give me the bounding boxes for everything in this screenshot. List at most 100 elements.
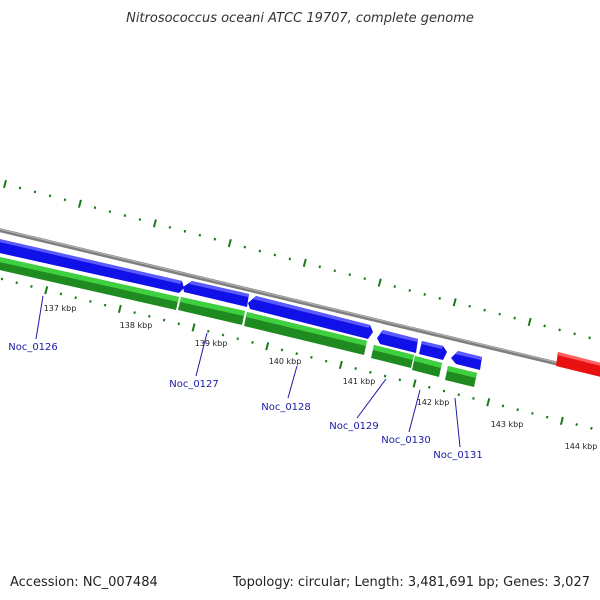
minor-tick — [573, 332, 576, 336]
minor-tick — [18, 186, 22, 190]
minor-tick — [531, 411, 534, 415]
minor-tick — [258, 249, 262, 253]
inner-tick-ring — [0, 277, 593, 430]
map-title: Nitrosococcus oceani ATCC 19707, complet… — [126, 11, 474, 26]
major-tick — [3, 179, 7, 189]
scale-label: 140 kbp — [269, 357, 302, 366]
minor-tick — [295, 352, 298, 356]
gene-bar-noc-0126-light — [0, 257, 179, 302]
minor-tick — [138, 218, 142, 221]
minor-tick — [251, 341, 254, 344]
minor-tick — [59, 292, 63, 296]
scale-label: 138 kbp — [120, 321, 153, 330]
minor-tick — [273, 253, 277, 257]
scale-label: 137 kbp — [44, 304, 77, 313]
leader-line — [195, 332, 208, 377]
scale-labels: 137 kbp 138 kbp 139 kbp 140 kbp 141 kbp … — [44, 304, 598, 451]
minor-tick — [108, 210, 112, 214]
minor-tick — [457, 393, 461, 397]
major-tick — [191, 323, 196, 332]
minor-tick — [333, 269, 337, 273]
minor-tick — [383, 374, 387, 378]
leader-line — [35, 295, 44, 340]
minor-tick — [93, 206, 97, 210]
minor-tick — [423, 293, 426, 296]
scale-label: 139 kbp — [195, 339, 228, 348]
minor-tick — [15, 281, 18, 285]
cds-arrow-noc-0126-top — [0, 239, 182, 284]
leader-line — [287, 365, 298, 399]
gene-label-noc-0127[interactable]: Noc_0127 — [169, 379, 219, 390]
gene-bar-noc-0130-light — [414, 356, 442, 368]
minor-tick — [545, 415, 549, 419]
genome-backbone-highlight — [0, 228, 600, 374]
leader-line — [454, 397, 461, 448]
gene-label-noc-0129[interactable]: Noc_0129 — [329, 421, 379, 432]
scale-label: 144 kbp — [565, 442, 598, 451]
cds-arrow-noc-0130-top — [421, 341, 443, 349]
minor-tick — [221, 333, 225, 337]
cds-arrow-noc-0128-top — [253, 296, 370, 328]
minor-tick — [472, 397, 475, 400]
minor-tick — [168, 225, 172, 229]
scale-label: 141 kbp — [343, 377, 376, 386]
major-tick — [302, 258, 307, 267]
gene-track — [0, 257, 477, 387]
feature-red-top — [557, 352, 600, 366]
minor-tick — [498, 312, 501, 316]
major-tick — [452, 298, 457, 307]
major-tick — [377, 278, 382, 287]
minor-tick — [438, 296, 441, 300]
minor-tick — [48, 194, 52, 198]
minor-tick — [236, 337, 240, 341]
minor-tick — [393, 285, 397, 288]
minor-tick — [123, 214, 127, 217]
cds-arrow-noc-0128[interactable] — [248, 296, 373, 339]
minor-tick — [513, 316, 516, 320]
minor-tick — [324, 359, 328, 363]
major-tick — [152, 219, 157, 228]
gene-bar-noc-0131-light — [447, 366, 477, 378]
minor-tick — [148, 314, 151, 318]
cds-arrow-noc-0127-top — [189, 281, 249, 297]
minor-tick — [501, 404, 505, 408]
cds-arrow-noc-0129[interactable] — [377, 330, 418, 353]
gene-bar-noc-0129-light — [373, 345, 414, 360]
minor-tick — [318, 265, 322, 269]
gene-label-noc-0126[interactable]: Noc_0126 — [8, 342, 58, 353]
minor-tick — [543, 324, 546, 328]
gene-label-noc-0128[interactable]: Noc_0128 — [261, 402, 311, 413]
gene-label-noc-0130[interactable]: Noc_0130 — [381, 435, 431, 446]
minor-tick — [288, 257, 292, 261]
minor-tick — [280, 348, 284, 352]
minor-tick — [590, 426, 593, 430]
minor-tick — [30, 285, 33, 288]
minor-tick — [588, 336, 591, 340]
minor-tick — [0, 277, 4, 281]
minor-tick — [198, 233, 202, 237]
minor-tick — [103, 303, 107, 307]
minor-tick — [408, 289, 412, 292]
genome-backbone — [0, 228, 600, 376]
major-tick — [527, 317, 532, 327]
minor-tick — [207, 329, 210, 333]
leader-line — [408, 389, 421, 433]
feature-red[interactable] — [556, 352, 600, 378]
gene-bar-noc-0128-light — [246, 312, 367, 346]
minor-tick — [558, 328, 561, 332]
minor-tick — [363, 277, 367, 281]
major-tick — [559, 416, 564, 425]
gene-label-noc-0131[interactable]: Noc_0131 — [433, 450, 483, 461]
minor-tick — [398, 378, 402, 382]
minor-tick — [33, 190, 37, 194]
minor-tick — [177, 322, 181, 326]
minor-tick — [428, 385, 431, 389]
minor-tick — [89, 299, 92, 303]
major-tick — [486, 398, 491, 407]
cds-arrow-noc-0131-top — [455, 351, 482, 360]
minor-tick — [213, 237, 217, 241]
scale-label: 143 kbp — [491, 420, 524, 429]
cds-arrow-noc-0127[interactable] — [183, 281, 249, 307]
major-tick — [412, 379, 417, 388]
